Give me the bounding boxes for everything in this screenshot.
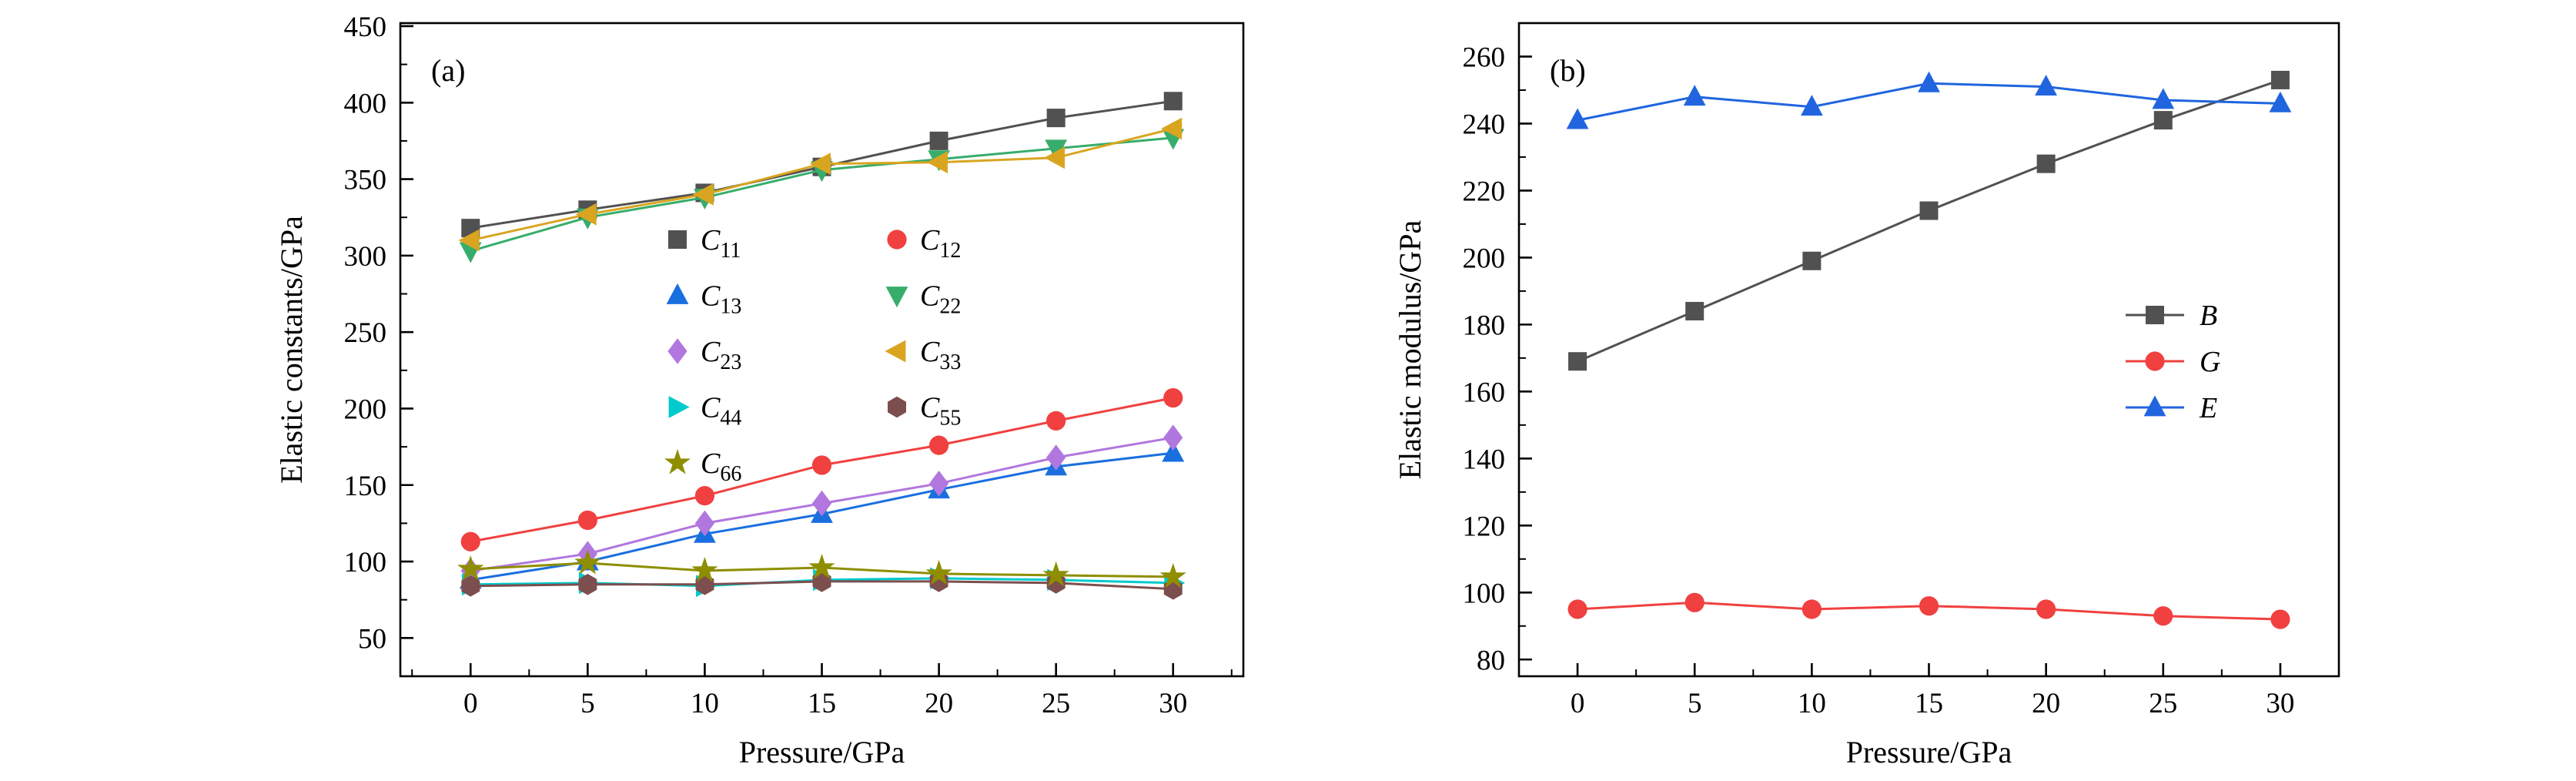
x-tick-label: 30	[2266, 688, 2294, 719]
legend-label: E	[2199, 392, 2217, 424]
panel-b: 0 5 10 15 20 25 30 80 100 120 140 160 180 200 220 240 26…	[1393, 22, 2340, 769]
y-tick-label: 150	[344, 471, 387, 502]
legend-label: C44	[701, 392, 741, 431]
x-tick-label: 10	[691, 688, 719, 719]
legend-item-C22: C22	[885, 280, 961, 319]
legend-label: C55	[920, 392, 961, 431]
legend-item-C66: C66	[664, 447, 741, 486]
y-tick-label: 260	[1463, 42, 1506, 73]
x-tick-label: 5	[580, 688, 595, 719]
series-B	[1568, 70, 2290, 371]
x-tick-label: 15	[808, 688, 836, 719]
y-tick-label: 100	[1463, 578, 1506, 609]
legend-item-B: B	[2126, 300, 2217, 332]
y-tick-label: 200	[344, 394, 387, 425]
x-axis-label: Pressure/GPa	[739, 735, 905, 769]
legend-label: C13	[701, 280, 741, 319]
x-tick-label: 0	[463, 688, 478, 719]
legend-item-C23: C23	[667, 336, 741, 374]
y-tick-label: 200	[1463, 243, 1506, 274]
legend-item-C44: C44	[668, 392, 741, 431]
x-axis-label: Pressure/GPa	[1846, 735, 2012, 769]
legend-label: G	[2200, 346, 2220, 378]
legend-label: C12	[920, 224, 961, 263]
series-C66	[457, 549, 1186, 588]
y-tick-label: 220	[1463, 176, 1506, 207]
y-tick-label: 300	[344, 241, 387, 273]
legend-item-C11: C11	[668, 224, 741, 263]
y-tick-label: 240	[1463, 109, 1506, 140]
y-axis-label: Elastic constants/GPa	[274, 216, 309, 484]
x-tick-label: 20	[2032, 688, 2060, 719]
legend-item-G: G	[2126, 346, 2220, 378]
x-tick-label: 25	[2149, 688, 2177, 719]
legend-label: C66	[701, 447, 741, 486]
y-tick-label: 120	[1463, 511, 1506, 542]
legend-item-C13: C13	[666, 280, 741, 319]
y-tick-label: 50	[358, 623, 386, 655]
y-tick-label: 160	[1463, 377, 1506, 408]
y-tick-label: 450	[344, 12, 387, 43]
panel-label: (a)	[431, 53, 465, 88]
y-tick-label: 180	[1463, 310, 1506, 341]
panel-label: (b)	[1550, 53, 1586, 88]
x-tick-label: 10	[1798, 688, 1826, 719]
y-axis-label: Elastic modulus/GPa	[1393, 220, 1427, 479]
panel-a: 0 5 10 15 20 25 30 50 100 150 200 250 300 350 400 450 Pr…	[274, 12, 1245, 769]
y-tick-label: 140	[1463, 444, 1506, 475]
series-C33	[458, 117, 1183, 252]
series-C12	[460, 387, 1183, 551]
y-tick-label: 250	[344, 317, 387, 349]
legend-item-E: E	[2126, 392, 2217, 424]
legend-item-C55: C55	[888, 392, 961, 431]
x-tick-label: 15	[1915, 688, 1943, 719]
legend-label: C11	[701, 224, 741, 263]
y-tick-label: 350	[344, 165, 387, 196]
series-G	[1567, 592, 2290, 629]
y-tick-label: 400	[344, 88, 387, 119]
x-tick-label: 5	[1688, 688, 1702, 719]
legend-label: C22	[920, 280, 961, 319]
legend-label: B	[2200, 300, 2217, 332]
x-tick-label: 25	[1042, 688, 1070, 719]
x-tick-label: 30	[1159, 688, 1187, 719]
y-tick-label: 80	[1477, 645, 1505, 676]
x-tick-label: 0	[1571, 688, 1585, 719]
legend-label: C33	[920, 336, 961, 374]
y-tick-label: 100	[344, 547, 387, 578]
legend-item-C33: C33	[885, 336, 961, 374]
legend-label: C23	[701, 336, 741, 374]
x-tick-label: 20	[925, 688, 953, 719]
legend-item-C12: C12	[887, 224, 961, 263]
series-E	[1566, 71, 2292, 129]
